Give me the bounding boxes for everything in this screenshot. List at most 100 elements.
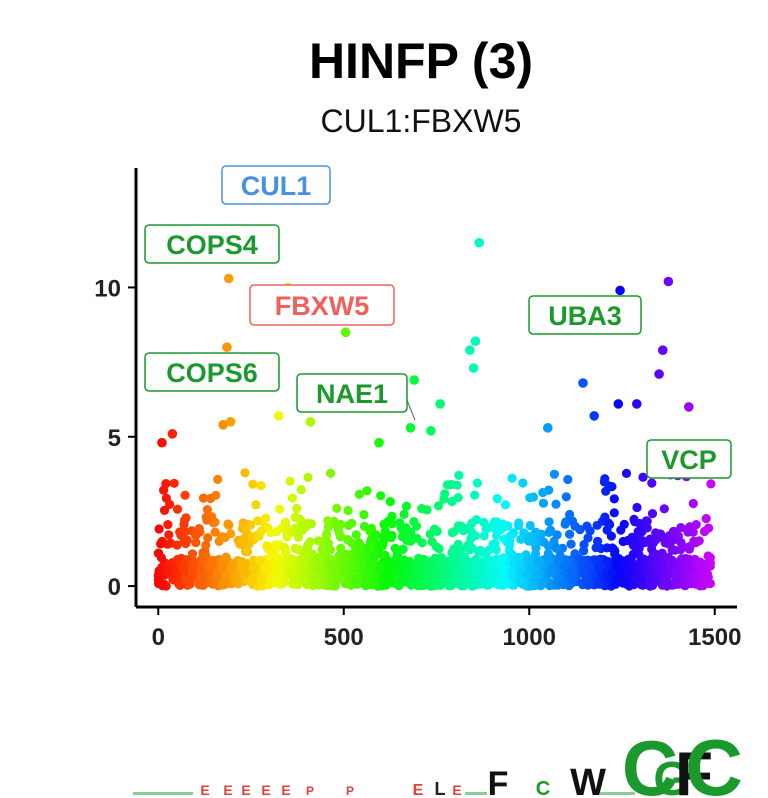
scatter-point	[516, 563, 526, 574]
scatter-point	[611, 579, 621, 589]
scatter-point	[417, 538, 427, 548]
scatter-point	[514, 518, 524, 528]
highlighted-point	[465, 345, 475, 356]
scatter-point	[488, 539, 498, 550]
scatter-point	[293, 532, 303, 543]
scatter-point	[570, 521, 580, 531]
scatter-point	[544, 541, 554, 551]
scatter-point	[659, 504, 669, 514]
scatter-point	[385, 497, 395, 507]
scatter-point	[546, 568, 557, 578]
scatter-point	[154, 524, 164, 534]
scatter-point	[202, 515, 212, 525]
scatter-point	[347, 518, 357, 528]
scatter-point	[583, 579, 593, 589]
scatter-point	[401, 523, 411, 533]
scatter-point	[197, 580, 207, 590]
scatter-point	[579, 555, 589, 566]
scatter-point	[275, 504, 285, 514]
scatter-point	[673, 579, 683, 589]
scatter-point	[385, 557, 396, 567]
axis-ticks: 0 500 1000 1500 0 5 10	[94, 275, 741, 651]
scatter-point	[680, 581, 690, 591]
scatter-point	[206, 493, 216, 504]
y-tick-label: 5	[108, 425, 121, 452]
scatter-point	[646, 578, 656, 588]
scatter-point	[501, 577, 511, 587]
scatter-point	[250, 563, 260, 573]
scatter-point	[450, 564, 460, 575]
scatter-point	[246, 577, 256, 587]
scatter-point	[387, 511, 397, 521]
scatter-point	[500, 500, 511, 510]
scatter-point	[248, 479, 258, 489]
scatter-point	[162, 539, 173, 549]
scatter-point	[691, 570, 701, 580]
highlighted-point	[578, 378, 588, 388]
logo-letter: C	[536, 778, 550, 798]
scatter-point	[400, 556, 410, 566]
scatter-point	[172, 540, 182, 550]
scatter-point	[351, 530, 361, 540]
highlighted-point	[374, 437, 384, 448]
logo-letter: E	[223, 782, 232, 798]
logo-letter: F	[488, 765, 509, 798]
scatter-point	[485, 555, 495, 565]
scatter-point	[579, 567, 589, 577]
scatter-point	[257, 526, 267, 536]
scatter-point	[307, 569, 318, 580]
scatter-point	[323, 538, 334, 548]
scatter-point	[237, 561, 247, 572]
highlighted-point	[426, 426, 436, 436]
axes	[134, 168, 737, 609]
scatter-point	[281, 547, 291, 557]
logo-letter: P	[346, 784, 354, 798]
scatter-point	[525, 493, 535, 503]
highlighted-point	[632, 399, 642, 409]
scatter-point	[262, 563, 272, 573]
scatter-point	[560, 519, 570, 529]
scatter-point	[543, 555, 553, 566]
scatter-point	[383, 577, 393, 588]
scatter-point	[537, 579, 547, 589]
scatter-point	[376, 491, 386, 501]
scatter-point	[647, 508, 658, 519]
scatter-point	[256, 576, 267, 586]
logo-letter: E	[261, 782, 270, 798]
scatter-point	[696, 579, 706, 590]
scatter-point	[583, 533, 593, 543]
scatter-point	[470, 490, 480, 500]
scatter-point	[264, 580, 274, 590]
scatter-point	[352, 576, 362, 586]
scatter-point	[336, 543, 346, 553]
scatter-point	[453, 493, 463, 503]
scatter-point	[645, 569, 655, 580]
scatter-point	[238, 518, 248, 528]
callout-box	[296, 373, 408, 413]
scatter-point	[704, 523, 714, 533]
logo-letter: E	[241, 782, 250, 798]
scatter-point	[566, 539, 576, 549]
scatter-point	[486, 562, 496, 572]
scatter-point	[163, 520, 173, 530]
scatter-point	[676, 523, 686, 533]
scatter-point	[191, 530, 201, 541]
scatter-point	[213, 474, 223, 484]
scatter-point	[285, 476, 295, 486]
scatter-point	[243, 547, 253, 557]
scatter-point	[647, 478, 657, 488]
scatter-point	[425, 559, 435, 569]
scatter-point	[178, 561, 188, 572]
highlighted-point	[157, 437, 167, 448]
scatter-point	[290, 512, 300, 523]
highlighted-point	[435, 399, 446, 409]
scatter-point	[161, 493, 171, 503]
scatter-point	[157, 581, 168, 591]
callout-label: UBA3	[548, 301, 622, 331]
highlighted-point	[543, 423, 553, 433]
scatter-point	[207, 558, 217, 569]
scatter-point	[313, 536, 323, 546]
chart-subtitle: CUL1:FBXW5	[321, 103, 522, 139]
